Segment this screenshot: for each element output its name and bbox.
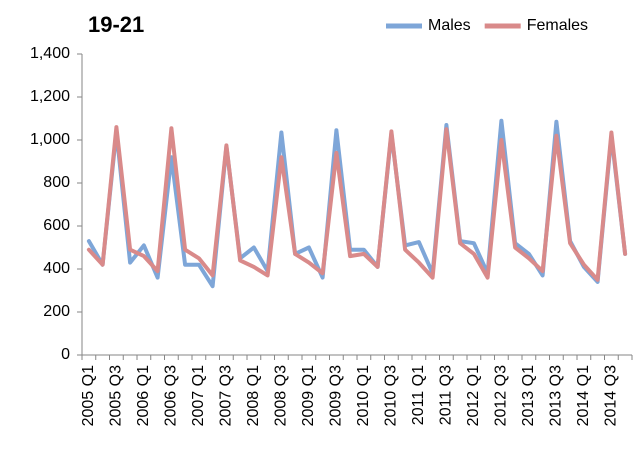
y-tick-label: 1,400 <box>30 45 70 62</box>
x-tick-label: 2014 Q3 <box>603 365 620 426</box>
y-tick-label: 1,000 <box>30 131 70 148</box>
legend-label: Females <box>527 17 588 34</box>
x-tick-label: 2005 Q1 <box>80 365 97 426</box>
x-tick-label: 2006 Q3 <box>163 365 180 426</box>
y-tick-label: 600 <box>43 217 70 234</box>
x-tick-label: 2008 Q3 <box>273 365 290 426</box>
chart-title: 19-21 <box>88 12 144 37</box>
x-tick-label: 2006 Q1 <box>135 365 152 426</box>
x-tick-label: 2007 Q1 <box>190 365 207 426</box>
x-tick-label: 2013 Q3 <box>548 365 565 426</box>
y-tick-label: 400 <box>43 260 70 277</box>
legend-label: Males <box>428 17 471 34</box>
y-tick-label: 200 <box>43 303 70 320</box>
y-tick-label: 0 <box>61 346 70 363</box>
x-tick-label: 2010 Q3 <box>383 365 400 426</box>
x-tick-label: 2013 Q1 <box>520 365 537 426</box>
x-tick-label: 2014 Q1 <box>575 365 592 426</box>
x-tick-label: 2011 Q1 <box>410 365 427 425</box>
x-tick-label: 2008 Q1 <box>245 365 262 426</box>
x-tick-label: 2009 Q3 <box>328 365 345 426</box>
y-tick-label: 1,200 <box>30 88 70 105</box>
x-tick-label: 2005 Q3 <box>108 365 125 426</box>
x-tick-label: 2012 Q1 <box>465 365 482 426</box>
y-tick-label: 800 <box>43 174 70 191</box>
x-tick-label: 2009 Q1 <box>300 365 317 426</box>
x-tick-label: 2007 Q3 <box>218 365 235 426</box>
x-tick-label: 2012 Q3 <box>493 365 510 426</box>
x-tick-label: 2010 Q1 <box>355 365 372 426</box>
series-line <box>86 125 628 282</box>
x-tick-label: 2011 Q3 <box>438 365 455 425</box>
